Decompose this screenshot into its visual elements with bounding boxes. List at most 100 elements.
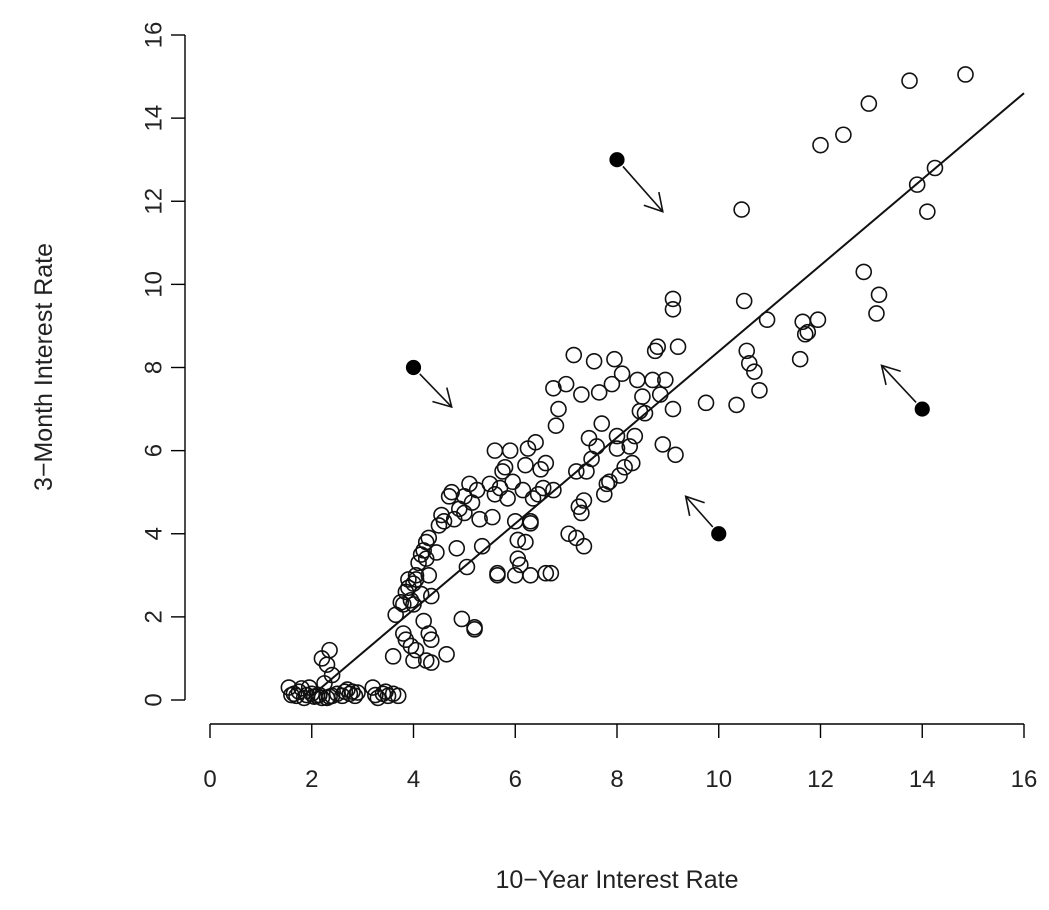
arrow-head (684, 495, 705, 517)
data-point (438, 645, 455, 663)
data-point (420, 529, 438, 547)
data-point (407, 567, 425, 584)
data-point (527, 434, 544, 451)
data-point (560, 525, 577, 543)
data-point (501, 442, 519, 459)
data-point (623, 454, 641, 472)
data-point (514, 481, 532, 499)
arrow-shaft (622, 165, 664, 213)
highlight-arrows (405, 152, 930, 542)
data-point (435, 512, 453, 530)
y-tick-label: 16 (140, 22, 167, 49)
data-point (453, 610, 471, 628)
data-point (430, 517, 448, 534)
data-point (522, 567, 539, 584)
data-point (835, 126, 852, 144)
data-point (593, 415, 611, 432)
data-point (458, 558, 476, 576)
data-point (407, 641, 425, 659)
data-point (697, 394, 715, 412)
data-point (751, 382, 768, 399)
y-tick-label: 10 (140, 271, 167, 298)
data-point (585, 352, 603, 370)
data-point (321, 641, 338, 659)
x-axis: 0 2 4 6 8 10 12 14 16 (203, 723, 1038, 793)
data-point (629, 371, 646, 389)
data-point (791, 350, 809, 368)
data-point (567, 463, 585, 480)
data-point (423, 587, 440, 605)
data-point (484, 508, 501, 526)
data-point (550, 400, 567, 418)
data-point (636, 404, 654, 422)
data-point (799, 323, 817, 341)
x-tick-label: 6 (509, 766, 522, 793)
data-point (397, 631, 415, 649)
data-point (796, 325, 814, 343)
data-point (473, 537, 491, 555)
y-axis: 0 2 4 6 8 10 12 14 16 (140, 22, 186, 707)
data-point (870, 286, 888, 304)
data-point (405, 652, 422, 669)
arrow-head (880, 364, 901, 386)
data-point (323, 666, 341, 684)
data-point (420, 567, 438, 584)
data-point (290, 683, 308, 700)
data-point (654, 436, 672, 453)
data-point (377, 683, 394, 700)
data-point (389, 687, 407, 705)
data-point (428, 544, 445, 561)
x-tick-label: 14 (909, 766, 936, 793)
arrow-head (643, 191, 664, 213)
data-point (311, 686, 328, 704)
data-point (532, 461, 549, 478)
data-point (809, 311, 827, 329)
data-point (860, 95, 878, 112)
y-tick-label: 12 (140, 188, 167, 215)
data-point (644, 371, 661, 389)
data-point (598, 475, 616, 493)
data-point (443, 483, 460, 501)
data-point (534, 479, 552, 497)
data-point (349, 684, 366, 701)
x-tick-label: 2 (305, 766, 318, 793)
data-point (496, 458, 514, 476)
data-point (542, 564, 560, 582)
data-point (735, 292, 753, 310)
data-point (667, 446, 684, 464)
data-point (728, 396, 745, 414)
data-point (868, 305, 885, 322)
data-point (758, 311, 776, 329)
data-point (448, 539, 466, 557)
data-point (504, 473, 522, 491)
data-point (346, 687, 364, 705)
data-point (664, 290, 682, 308)
data-point (812, 136, 829, 154)
fit-line-group (306, 92, 1025, 701)
y-tick-label: 14 (140, 105, 167, 132)
regression-line (306, 92, 1025, 701)
data-point (400, 571, 417, 588)
data-point (529, 485, 547, 503)
data-point (634, 388, 651, 405)
data-point (588, 438, 605, 455)
data-point (471, 510, 488, 528)
data-point (603, 375, 621, 393)
data-point (517, 456, 534, 474)
data-point (537, 454, 555, 472)
data-point (669, 338, 687, 356)
data-point (651, 386, 669, 403)
data-point (646, 342, 664, 360)
x-tick-label: 12 (807, 766, 834, 793)
data-point (575, 492, 593, 509)
data-point (649, 338, 667, 356)
y-tick-label: 2 (140, 610, 167, 623)
data-point (740, 355, 758, 372)
x-tick-label: 10 (705, 766, 732, 793)
x-tick-label: 16 (1011, 766, 1038, 793)
arrow-shaft (419, 373, 453, 408)
data-point (621, 438, 639, 455)
data-point (908, 176, 926, 193)
data-point (575, 537, 593, 555)
data-point (855, 263, 873, 281)
